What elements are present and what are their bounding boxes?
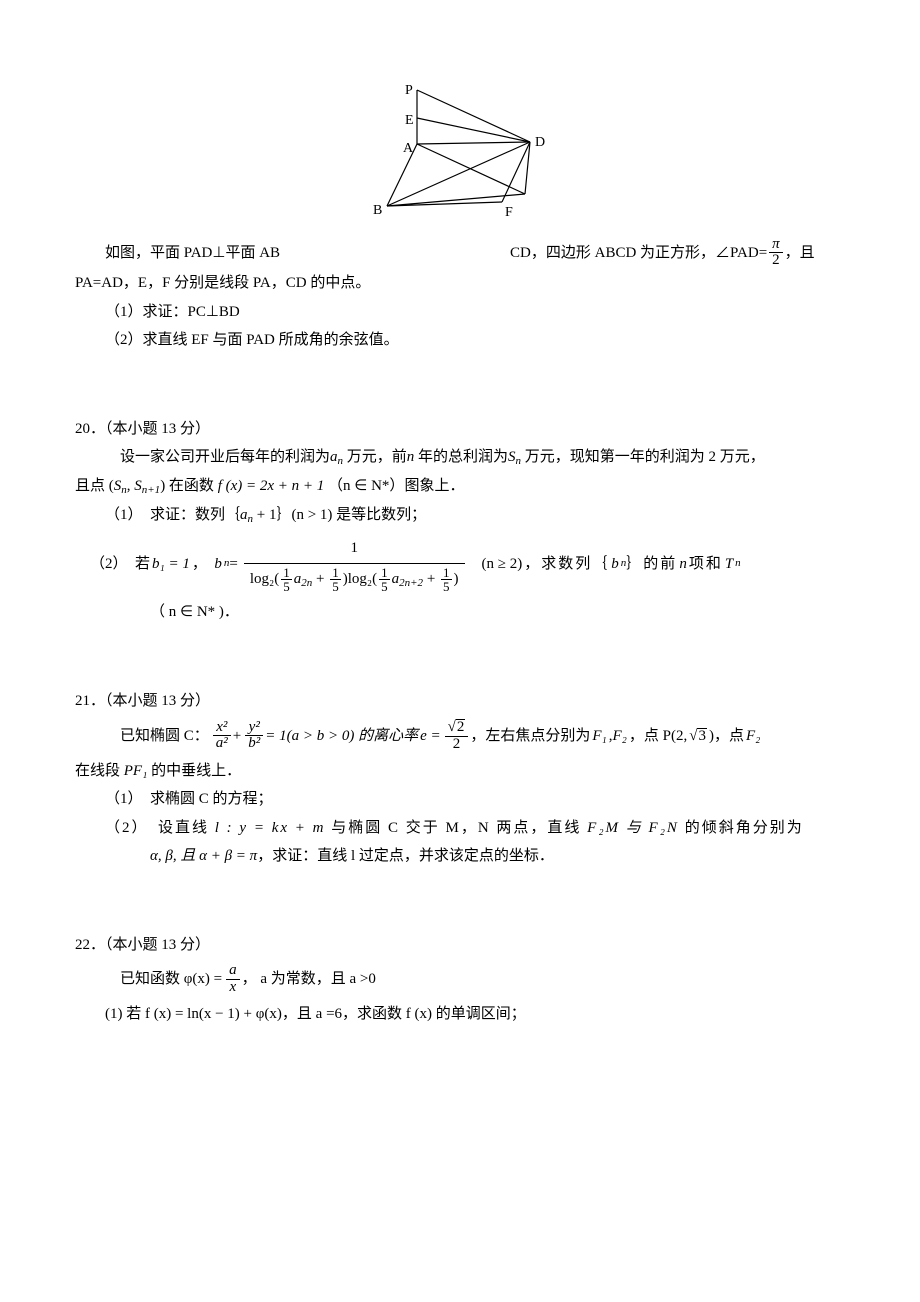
q21-line1: 已知椭圆 C： x²a² + y²b² = 1(a > b > 0) 的离心率 … [75,719,845,753]
q22-sub1: (1) 若 f (x) = ln(x − 1) + φ(x)，且 a =6，求函… [75,1000,845,1029]
q20-sub1: （1） 求证：数列｛an + 1｝(n > 1) 是等比数列； [75,501,845,530]
svg-text:D: D [535,135,545,150]
q19-intro-line1: 如图，平面 PAD⊥平面 AB CD，四边形 ABCD 为正方形，∠PAD= π… [75,237,845,270]
svg-text:P: P [405,83,413,98]
q19-block: P E A D B F 如图，平面 PAD⊥平面 AB CD，四边形 ABCD … [75,80,845,355]
q19-intro-a: 如图，平面 PAD⊥平面 AB [75,239,280,268]
svg-text:A: A [403,141,414,156]
q21-sub3: α, β, 且 α + β = π，求证：直线 l 过定点，并求该定点的坐标． [75,842,845,871]
q21-line2: 在线段 PF₁ 的中垂线上． [75,757,845,786]
svg-text:E: E [405,113,414,128]
q20-heading: 20．（本小题 13 分） [75,415,845,444]
q21-sub1: （1） 求椭圆 C 的方程； [75,785,845,814]
angle-frac: π 2 [769,237,783,270]
q20-line3: （ n ∈ N* )． [75,598,845,627]
svg-text:B: B [373,203,382,218]
q20-big-frac: 1 log₂(15a2n + 15)log₂(15a2n+2 + 15) [244,534,465,594]
q19-sub2: （2）求直线 EF 与面 PAD 所成角的余弦值。 [75,326,845,355]
q20-line2: 且点 (Sn, Sn+1) 在函数 f (x) = 2x + n + 1 （n … [75,472,845,501]
q20-sub2: （2） 若 b₁ = 1， bn = 1 log₂(15a2n + 15)log… [75,534,845,594]
q21-heading: 21．（本小题 13 分） [75,687,845,716]
q20-block: 20．（本小题 13 分） 设一家公司开业后每年的利润为an 万元，前n 年的总… [75,415,845,627]
q22-heading: 22．（本小题 13 分） [75,931,845,960]
q22-block: 22．（本小题 13 分） 已知函数 φ(x) = ax ， a 为常数，且 a… [75,931,845,1029]
q21-sub2: （2） 设直线 l : y = kx + m 与椭圆 C 交于 M，N 两点，直… [75,814,845,843]
q19-figure: P E A D B F [75,80,845,231]
q19-intro-c: ，且 [785,239,815,268]
q19-sub1: （1）求证：PC⊥BD [75,298,845,327]
geometry-diagram: P E A D B F [355,80,565,220]
q21-block: 21．（本小题 13 分） 已知椭圆 C： x²a² + y²b² = 1(a … [75,687,845,871]
q19-line2: PA=AD，E，F 分别是线段 PA，CD 的中点。 [75,269,845,298]
svg-text:F: F [505,205,513,220]
q19-intro-b: CD，四边形 ABCD 为正方形，∠PAD= [510,239,767,268]
q22-line1: 已知函数 φ(x) = ax ， a 为常数，且 a >0 [75,963,845,996]
q20-line1: 设一家公司开业后每年的利润为an 万元，前n 年的总利润为Sn 万元，现知第一年… [75,443,845,472]
